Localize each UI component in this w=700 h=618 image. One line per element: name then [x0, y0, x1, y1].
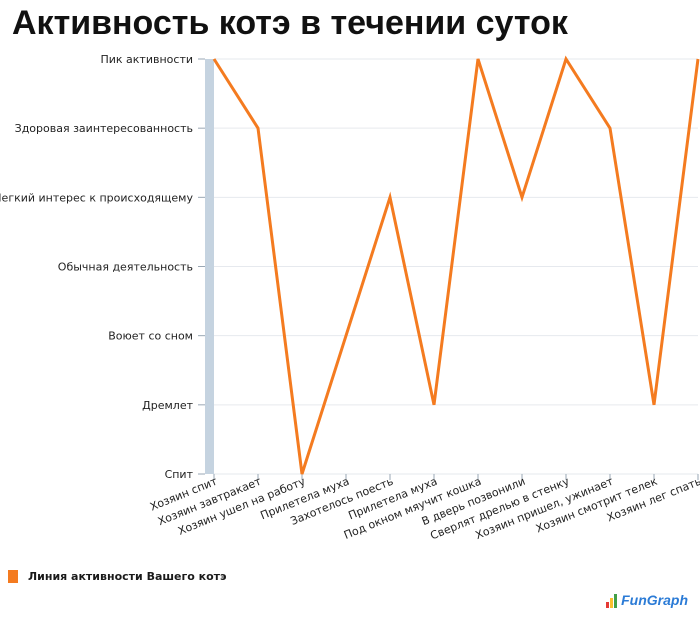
grid-lines: [198, 58, 698, 475]
series-line-cat-activity: [212, 55, 700, 475]
y-tick-label: Дремлет: [142, 399, 193, 412]
chart-title: Активность котэ в течении суток: [12, 4, 568, 42]
logo-text-fun: Fun: [621, 592, 647, 608]
logo-bars-icon: [606, 594, 618, 608]
y-tick-label: Легкий интерес к происходящему: [0, 191, 193, 204]
y-axis-labels: Спит Дремлет Воюет со сном Обычная деятельн…: [0, 53, 194, 481]
y-tick-label: Пик активности: [100, 53, 193, 66]
y-axis-bar: [205, 59, 214, 474]
y-tick-label: Здоровая заинтересованность: [15, 122, 193, 135]
fungraph-logo: Fun Graph: [606, 592, 688, 608]
y-tick-label: Обычная деятельность: [58, 261, 193, 274]
y-tick-label: Спит: [165, 468, 194, 481]
legend-label: Линия активности Вашего котэ: [28, 570, 227, 583]
x-axis-ticks: [213, 474, 699, 480]
logo-text-graph: Graph: [646, 592, 688, 608]
legend-swatch: [8, 570, 18, 583]
legend: Линия активности Вашего котэ: [8, 570, 227, 583]
y-tick-label: Воюет со сном: [108, 330, 193, 343]
